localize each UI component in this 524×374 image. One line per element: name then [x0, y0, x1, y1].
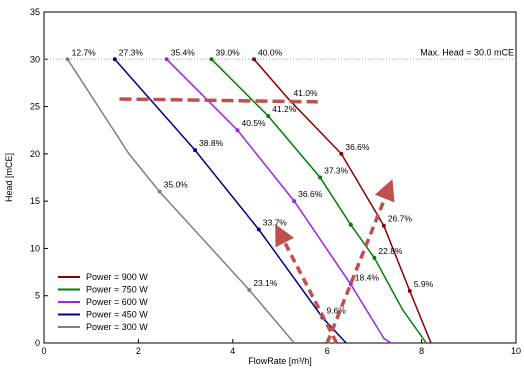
legend-label: Power = 900 W: [86, 272, 148, 282]
x-tick-label: 8: [419, 346, 424, 356]
efficiency-label: 22.8%: [378, 246, 403, 256]
efficiency-label: 40.5%: [242, 118, 267, 128]
plot-frame: [43, 11, 517, 344]
series-line: [253, 58, 432, 344]
efficiency-label: 35.0%: [164, 180, 189, 190]
efficiency-label: 35.4%: [171, 47, 196, 57]
x-tick-label: 4: [230, 346, 235, 356]
efficiency-label: 23.1%: [253, 278, 278, 288]
efficiency-label: 38.8%: [199, 138, 224, 148]
max-head-label: Max. Head = 30.0 mCE: [420, 47, 514, 57]
x-tick-label: 6: [325, 346, 330, 356]
efficiency-label: 33.7%: [263, 218, 288, 228]
data-point: [256, 227, 261, 232]
y-tick-label: 10: [30, 243, 40, 253]
legend-label: Power = 750 W: [86, 285, 148, 295]
data-point: [247, 288, 252, 293]
data-point: [318, 175, 323, 180]
efficiency-label: 37.3%: [324, 166, 349, 176]
efficiency-label: 9.6%: [326, 305, 346, 315]
y-tick-label: 15: [30, 196, 40, 206]
efficiency-label: 36.6%: [298, 189, 323, 199]
y-tick-label: 20: [30, 149, 40, 159]
data-point: [381, 223, 386, 228]
efficiency-label: 5.9%: [414, 279, 434, 289]
data-point: [193, 148, 198, 153]
data-point: [112, 57, 117, 62]
data-point: [164, 57, 169, 62]
y-tick-label: 30: [30, 54, 40, 64]
y-tick-label: 0: [35, 338, 40, 348]
x-axis-label: FlowRate [m³/h]: [248, 356, 312, 366]
series-line: [166, 58, 392, 344]
data-point: [65, 57, 70, 62]
x-tick-label: 2: [136, 346, 141, 356]
efficiency-label: 27.3%: [119, 47, 144, 57]
annotation-dashed-arrow: [325, 179, 395, 344]
efficiency-label: 41.0%: [293, 88, 318, 98]
y-tick-label: 5: [35, 291, 40, 301]
x-tick-label: 0: [41, 346, 46, 356]
legend-label: Power = 300 W: [86, 322, 148, 332]
data-point: [348, 282, 353, 287]
data-point: [157, 189, 162, 194]
efficiency-label: 40.0%: [258, 47, 283, 57]
legend-label: Power = 600 W: [86, 297, 148, 307]
data-point: [372, 255, 377, 260]
data-point: [235, 128, 240, 133]
data-point: [292, 199, 297, 204]
data-point: [348, 222, 353, 227]
data-point: [252, 57, 257, 62]
data-point: [339, 151, 344, 156]
y-axis-label: Head [mCE]: [4, 153, 14, 202]
plot-layer: 0 2 4 6 8 10 0 5 10 15 20 25 30 35 40.0% 41.0% 36.6% 26.7…: [30, 7, 521, 356]
efficiency-label: 18.4%: [355, 272, 380, 282]
data-point: [209, 57, 214, 62]
y-tick-label: 25: [30, 102, 40, 112]
efficiency-label: 39.0%: [216, 47, 241, 57]
y-tick-label: 35: [30, 7, 40, 17]
data-point: [266, 114, 271, 119]
efficiency-label: 36.6%: [345, 142, 370, 152]
x-tick-label: 10: [511, 346, 521, 356]
annotation-dashed-arrow: [275, 223, 339, 344]
efficiency-label: 12.7%: [72, 47, 97, 57]
efficiency-label: 26.7%: [388, 214, 413, 224]
data-point: [407, 288, 412, 293]
efficiency-label: 41.2%: [272, 104, 297, 114]
legend-label: Power = 450 W: [86, 310, 148, 320]
